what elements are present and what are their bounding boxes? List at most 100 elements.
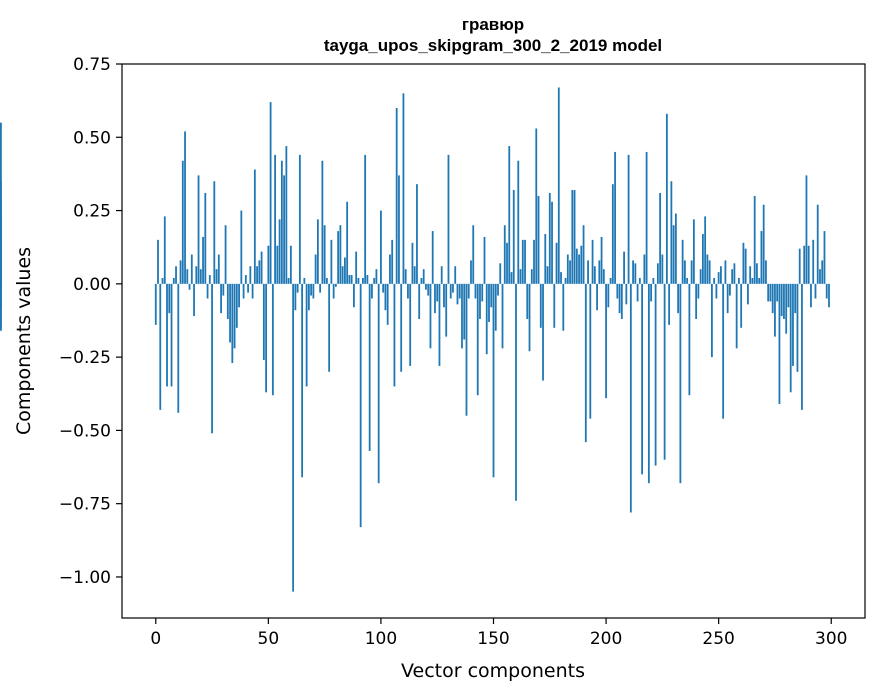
bar xyxy=(726,283,729,314)
bar xyxy=(368,283,371,451)
bar xyxy=(244,275,247,284)
bar xyxy=(454,266,457,284)
bar xyxy=(589,283,592,419)
bar xyxy=(789,283,792,393)
bar xyxy=(733,263,736,284)
bar xyxy=(490,283,493,308)
bar xyxy=(348,275,351,284)
bar xyxy=(715,283,718,299)
bar xyxy=(537,195,540,284)
bar xyxy=(402,93,405,284)
bar xyxy=(744,248,747,284)
bar xyxy=(416,184,418,284)
bar xyxy=(683,260,686,284)
bar xyxy=(805,175,808,284)
bar xyxy=(544,234,547,284)
x-tick-label: 200 xyxy=(590,629,622,649)
bar xyxy=(729,283,731,296)
bar xyxy=(373,277,376,284)
bar xyxy=(497,283,499,296)
bar xyxy=(195,266,198,284)
bar xyxy=(731,269,734,284)
bar xyxy=(823,231,826,284)
bar xyxy=(305,283,308,387)
bar xyxy=(756,263,758,284)
bar xyxy=(499,263,502,284)
bar xyxy=(738,277,740,284)
bar xyxy=(776,283,779,302)
bar xyxy=(267,245,270,284)
bar xyxy=(605,283,607,399)
bar xyxy=(735,283,738,349)
bar xyxy=(575,248,578,284)
bar xyxy=(753,195,756,284)
bar xyxy=(269,102,272,284)
bar xyxy=(413,266,416,284)
bar xyxy=(641,283,643,475)
bar xyxy=(607,283,610,308)
bar xyxy=(578,254,580,284)
bar xyxy=(807,245,810,284)
bar xyxy=(476,283,479,396)
bar xyxy=(199,269,202,284)
bar xyxy=(618,283,621,314)
bar xyxy=(276,245,279,284)
bar xyxy=(449,283,452,299)
bar xyxy=(314,254,317,284)
bar xyxy=(157,239,159,284)
bar xyxy=(508,146,511,284)
bar xyxy=(569,260,571,284)
bar xyxy=(609,277,612,284)
bar xyxy=(294,283,297,311)
bar xyxy=(440,266,443,284)
bar xyxy=(265,283,267,393)
bar xyxy=(353,283,355,308)
bar xyxy=(222,283,225,296)
bar xyxy=(231,283,234,363)
bar xyxy=(765,260,767,284)
bar xyxy=(479,283,481,320)
bar xyxy=(749,266,752,284)
bar xyxy=(249,266,252,284)
bar xyxy=(677,283,680,314)
bar xyxy=(278,219,281,284)
bar xyxy=(722,283,725,419)
bar xyxy=(213,181,216,284)
bar xyxy=(334,283,337,287)
bar xyxy=(202,236,204,284)
bar xyxy=(190,254,193,284)
chart-title: гравюр xyxy=(462,15,524,34)
bar xyxy=(375,269,378,284)
bar xyxy=(188,283,191,290)
bar xyxy=(510,272,513,284)
bar xyxy=(310,283,313,296)
bar xyxy=(337,231,340,284)
bar xyxy=(328,283,331,372)
bar xyxy=(629,283,632,513)
bar xyxy=(699,269,702,284)
bar xyxy=(614,151,616,284)
bar xyxy=(422,269,425,284)
bar xyxy=(524,239,526,284)
bar xyxy=(224,225,227,284)
y-axis-label: Components values xyxy=(13,247,35,435)
bar xyxy=(616,283,619,299)
bar xyxy=(258,260,261,284)
x-tick-label: 50 xyxy=(258,629,280,649)
bar xyxy=(312,283,315,299)
bar xyxy=(166,283,168,387)
x-tick-label: 250 xyxy=(702,629,734,649)
bar xyxy=(598,260,601,284)
bar xyxy=(593,266,596,284)
bar xyxy=(436,283,439,302)
bar xyxy=(769,283,772,302)
bar xyxy=(395,107,398,284)
bar xyxy=(623,251,625,284)
bar xyxy=(483,236,486,284)
bar xyxy=(796,283,799,372)
bar xyxy=(429,283,432,349)
bar xyxy=(638,277,641,284)
x-tick-label: 300 xyxy=(815,629,847,649)
bar xyxy=(751,277,754,284)
bar xyxy=(501,283,504,349)
